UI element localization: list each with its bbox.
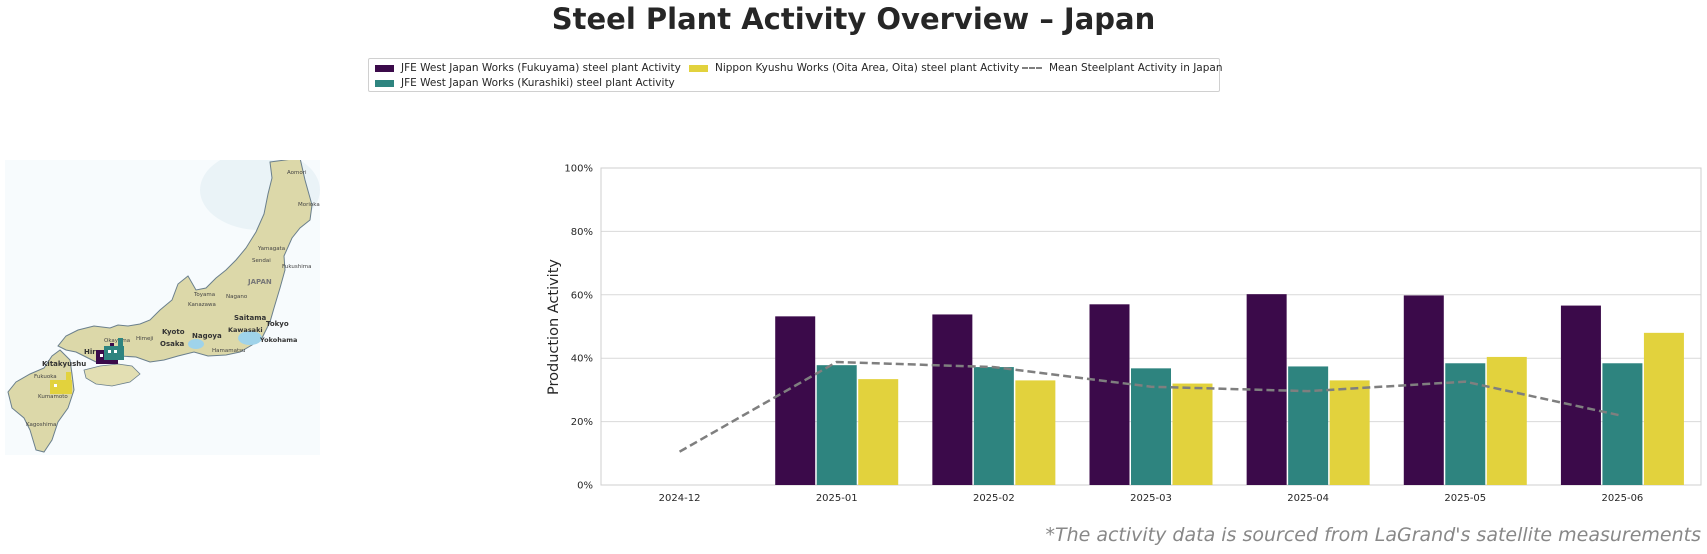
ise-bay: [188, 339, 204, 349]
x-tick-label: 2025-02: [973, 493, 1015, 504]
bar: [858, 379, 899, 485]
map-label-nagoya: Nagoya: [192, 332, 222, 340]
y-tick-label: 80%: [571, 227, 593, 238]
legend-label-fukuyama: JFE West Japan Works (Fukuyama) steel pl…: [401, 62, 681, 74]
bar: [1329, 380, 1370, 485]
factory-icon-oita: [50, 372, 72, 394]
y-tick-label: 100%: [564, 164, 593, 175]
y-tick-label: 60%: [571, 290, 593, 301]
x-tick-label: 2025-03: [1130, 493, 1172, 504]
bar: [932, 314, 973, 485]
bar: [1288, 366, 1329, 485]
factory-icon-kurashiki: [104, 338, 124, 360]
map-label-toyama: Toyama: [193, 292, 215, 298]
legend-item-oita: Nippon Kyushu Works (Oita Area, Oita) st…: [689, 62, 1019, 74]
map-label-japan: JAPAN: [247, 278, 272, 286]
legend-swatch-mean: [1022, 67, 1042, 69]
y-axis-label: Production Activity: [546, 259, 562, 395]
x-tick-label: 2025-05: [1444, 493, 1486, 504]
map-label-osaka: Osaka: [160, 340, 184, 348]
bar: [1172, 383, 1213, 485]
map-label-fukuoka: Fukuoka: [34, 374, 57, 380]
map-label-morioka: Morioka: [298, 202, 320, 208]
footnote: *The activity data is sourced from LaGra…: [1045, 524, 1701, 546]
bar: [1089, 304, 1130, 485]
bar: [1015, 380, 1056, 485]
bar: [1486, 356, 1527, 485]
legend-label-kurashiki: JFE West Japan Works (Kurashiki) steel p…: [401, 77, 675, 89]
map-label-kitakyushu: Kitakyushu: [42, 360, 86, 368]
map-label-nagano: Nagano: [226, 294, 248, 300]
map-label-kanazawa: Kanazawa: [188, 302, 216, 308]
legend-swatch-oita: [689, 64, 708, 72]
x-tick-label: 2025-06: [1602, 493, 1644, 504]
bar: [973, 367, 1014, 485]
map-label-tokyo: Tokyo: [266, 320, 289, 328]
legend-item-fukuyama: JFE West Japan Works (Fukuyama) steel pl…: [375, 62, 681, 74]
map-label-saitama: Saitama: [234, 314, 267, 322]
tokyo-bay: [238, 331, 262, 345]
legend-label-oita: Nippon Kyushu Works (Oita Area, Oita) st…: [715, 62, 1020, 74]
legend-swatch-fukuyama: [375, 64, 394, 72]
bar: [775, 316, 816, 485]
map-label-kyoto: Kyoto: [162, 328, 185, 336]
bar: [1643, 332, 1684, 485]
x-tick-label: 2024-12: [659, 493, 701, 504]
map-label-kawasaki: Kawasaki: [228, 326, 263, 334]
map-label-okayama: Okayama: [104, 338, 130, 344]
map-label-aomori: Aomori: [287, 170, 307, 176]
bar: [1602, 363, 1643, 485]
x-tick-label: 2025-01: [816, 493, 858, 504]
map-label-kagoshima: Kagoshima: [26, 422, 56, 428]
y-tick-label: 20%: [571, 417, 593, 428]
plot-area: 0% 20% 40% 60% 80% 100% 2024-12 2025-01 2025-02 2…: [564, 164, 1702, 504]
map-label-yokohama: Yokohama: [259, 336, 297, 344]
map-label-fukushima: Fukushima: [282, 264, 311, 270]
y-tick-label: 0%: [577, 481, 593, 492]
bar: [1560, 305, 1601, 485]
chart-title: Steel Plant Activity Overview – Japan: [551, 2, 1156, 36]
bar: [1403, 295, 1444, 485]
map-label-himeji: Himeji: [136, 336, 154, 342]
bar: [816, 365, 857, 485]
kyushu-island: [7, 349, 75, 453]
legend-item-kurashiki: JFE West Japan Works (Kurashiki) steel p…: [375, 77, 675, 89]
legend-item-mean: Mean Steelplant Activity in Japan: [1022, 62, 1223, 74]
legend-swatch-kurashiki: [375, 79, 394, 87]
map-label-hamamatsu: Hamamatsu: [212, 348, 245, 354]
honshu-island: [57, 160, 313, 363]
x-tick-label: 2025-04: [1287, 493, 1329, 504]
map-label-kumamoto: Kumamoto: [38, 394, 68, 400]
mean-line: [678, 360, 1623, 453]
japan-map: Aomori Morioka Yamagata Sendai Fukushima…: [5, 160, 320, 455]
shikoku-island: [83, 363, 141, 387]
legend-label-mean: Mean Steelplant Activity in Japan: [1049, 62, 1223, 74]
y-tick-label: 40%: [571, 354, 593, 365]
map-label-yamagata: Yamagata: [257, 246, 285, 252]
legend: JFE West Japan Works (Fukuyama) steel pl…: [368, 58, 1223, 92]
map-label-sendai: Sendai: [252, 258, 271, 264]
